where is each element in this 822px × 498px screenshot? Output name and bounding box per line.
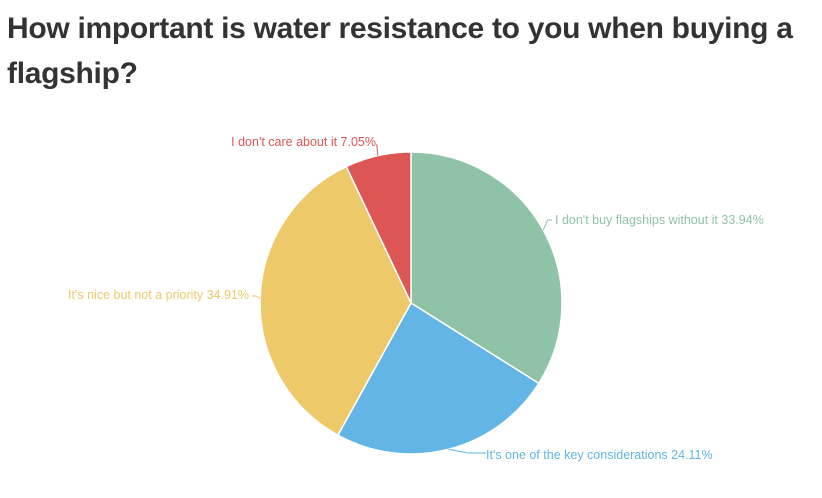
pie-slice xyxy=(259,165,412,437)
leader-line xyxy=(448,448,486,454)
leader-line xyxy=(376,144,379,156)
slice-label: It's one of the key considerations 24.11… xyxy=(486,448,713,462)
leader-line xyxy=(252,295,261,299)
chart-title: How important is water resistance to you… xyxy=(7,12,793,90)
pie-slice xyxy=(410,151,563,385)
slice-labels: I don't buy flagships without it 33.94% I… xyxy=(68,135,764,462)
pie-slices xyxy=(259,151,563,455)
pie-slice xyxy=(345,151,412,304)
slice-label: I don't buy flagships without it 33.94% xyxy=(555,213,764,227)
leader-line xyxy=(542,219,552,231)
slice-label: It's nice but not a priority 34.91% xyxy=(68,288,249,302)
leader-lines xyxy=(252,144,552,454)
slice-label: I don't care about it 7.05% xyxy=(231,135,376,149)
